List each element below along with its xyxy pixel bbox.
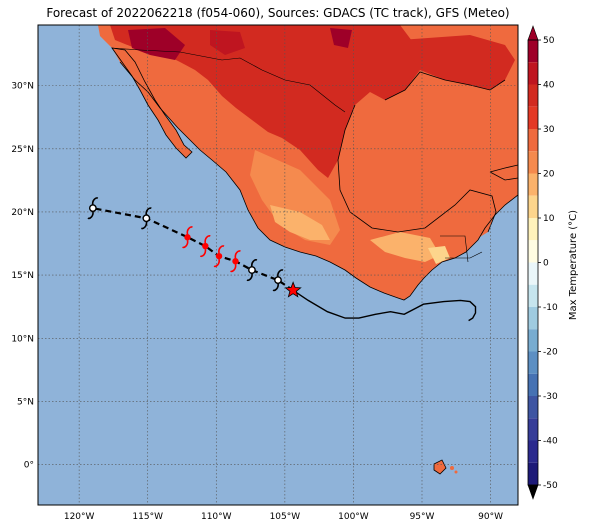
colorbar-tick-label: 10 xyxy=(543,214,555,224)
tropical-storm-icon[interactable] xyxy=(246,259,258,282)
coastlines xyxy=(111,47,518,475)
colorbar-tick-label: -50 xyxy=(543,481,558,491)
colorbar-tick-label: 20 xyxy=(543,170,555,180)
current-position-star-icon[interactable] xyxy=(284,281,302,298)
longitude-tick-label: 110°W xyxy=(201,512,232,522)
hurricane-icon[interactable] xyxy=(230,250,241,273)
colorbar-segment xyxy=(528,418,538,441)
land-cuba xyxy=(490,165,518,180)
land-cool-central xyxy=(270,205,330,240)
colorbar-tick-label: -20 xyxy=(543,348,558,358)
latitude-tick-label: 0° xyxy=(24,461,34,471)
latitude-tick-label: 10°N xyxy=(11,334,34,344)
hurricane-icon[interactable] xyxy=(199,235,211,258)
latitude-tick-label: 5°N xyxy=(17,397,34,407)
longitude-tick-label: 95°W xyxy=(410,512,435,522)
longitude-tick-labels: 120°W 115°W 110°W 105°W 100°W 95°W 90°W xyxy=(64,512,503,522)
land-cool-plateau xyxy=(250,150,340,245)
past-track-line xyxy=(292,289,477,322)
colorbar-tick-label: -10 xyxy=(543,303,558,313)
colorbar-segment xyxy=(528,307,538,330)
longitude-tick-label: 120°W xyxy=(64,512,95,522)
colorbar-segment xyxy=(528,396,538,419)
colorbar-segment xyxy=(528,40,538,63)
map-title: Forecast of 2022062218 (f054-060), Sourc… xyxy=(46,6,510,20)
colorbar-tick-label: 30 xyxy=(543,125,555,135)
colorbar-segment xyxy=(528,218,538,241)
graticule xyxy=(38,25,518,505)
latitude-tick-label: 25°N xyxy=(11,145,34,155)
latitude-tick-label: 20°N xyxy=(11,208,34,218)
colorbar-segment xyxy=(528,129,538,152)
colorbar-segment xyxy=(528,373,538,396)
colorbar-segment xyxy=(528,106,538,129)
longitude-tick-label: 90°W xyxy=(478,512,503,522)
colorbar-min-extension xyxy=(527,484,539,500)
latitude-tick-label: 15°N xyxy=(11,271,34,281)
country-borders xyxy=(111,47,483,263)
colorbar-tick-label: -40 xyxy=(543,437,558,447)
latitude-tick-labels: 30°N 25°N 20°N 15°N 10°N 5°N 0° xyxy=(11,82,34,471)
longitude-tick-label: 115°W xyxy=(132,512,163,522)
hurricane-icon[interactable] xyxy=(182,226,193,249)
latitude-tick-label: 30°N xyxy=(11,82,34,92)
colorbar-segment xyxy=(528,151,538,174)
land-hot-texas xyxy=(400,35,515,90)
colorbar-tick-label: 50 xyxy=(543,36,555,46)
land-cool-south xyxy=(370,232,440,262)
colorbar: 50 40 30 20 10 0 -10 -20 -30 -40 -50 xyxy=(527,25,558,500)
colorbar-segment xyxy=(528,440,538,463)
land-hot-patch xyxy=(210,30,245,55)
tropical-storm-icon[interactable] xyxy=(140,207,152,230)
colorbar-segment xyxy=(528,195,538,218)
colorbar-segment xyxy=(528,284,538,307)
colorbar-tick-label: -30 xyxy=(543,392,558,402)
colorbar-segment xyxy=(528,62,538,85)
land-hottest-core-2 xyxy=(330,28,352,48)
tropical-storm-icon[interactable] xyxy=(87,197,99,220)
colorbar-tick-label: 40 xyxy=(543,81,555,91)
land-temperature-field xyxy=(98,25,518,474)
colorbar-segment xyxy=(528,240,538,263)
tropical-storm-icon[interactable] xyxy=(272,269,284,292)
longitude-tick-label: 105°W xyxy=(270,512,301,522)
colorbar-segment xyxy=(528,329,538,352)
land-cool-guatemala xyxy=(428,246,450,264)
map-frame xyxy=(37,24,519,506)
colorbar-segment xyxy=(528,173,538,196)
colorbar-label: Max Temperature (°C) xyxy=(568,210,579,320)
longitude-tick-label: 100°W xyxy=(338,512,369,522)
hurricane-icon[interactable] xyxy=(213,245,225,268)
colorbar-segment xyxy=(528,351,538,374)
colorbar-segment xyxy=(528,462,538,485)
land-north-america xyxy=(98,25,518,300)
map-area[interactable] xyxy=(38,25,518,505)
colorbar-segment xyxy=(528,262,538,285)
colorbar-segment xyxy=(528,84,538,107)
land-hottest-core-1 xyxy=(128,28,185,60)
colorbar-max-extension xyxy=(527,25,539,41)
forecast-points xyxy=(87,197,284,292)
colorbar-tick-label: 0 xyxy=(543,259,549,269)
